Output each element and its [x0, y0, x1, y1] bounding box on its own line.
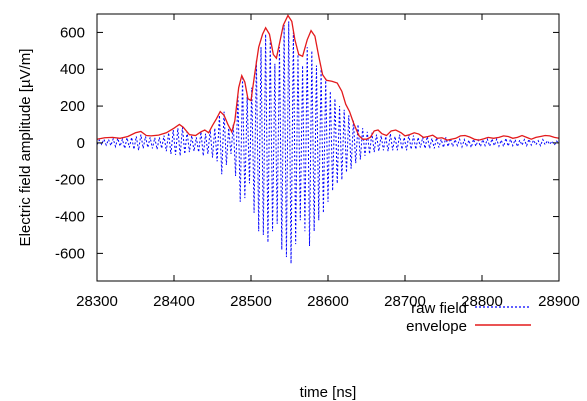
- y-axis-label: Electric field amplitude [µV/m]: [17, 49, 34, 247]
- series-line-raw-field: [96, 21, 560, 264]
- series-line-envelope: [96, 14, 560, 141]
- y-tick-label: -600: [55, 245, 85, 262]
- x-tick-label: 28500: [230, 293, 272, 310]
- x-tick-label: 28600: [307, 293, 349, 310]
- y-tick-label: 600: [60, 24, 85, 41]
- y-tick-label: 400: [60, 61, 85, 78]
- x-tick-label: 28700: [384, 293, 426, 310]
- legend-label-envelope: envelope: [406, 318, 467, 335]
- x-tick-label: 28300: [76, 293, 118, 310]
- x-axis-label: time [ns]: [300, 384, 357, 401]
- x-tick-label: 28800: [461, 293, 503, 310]
- y-tick-label: 0: [77, 135, 85, 152]
- legend: raw field envelope: [406, 300, 531, 335]
- series-layer: [96, 14, 560, 264]
- ticks-layer: 28300 28400 28500 28600 28700 28800 28900 -600 -…: [55, 14, 580, 310]
- x-tick-label: 28900: [538, 293, 580, 310]
- legend-label-raw-field: raw field: [411, 300, 467, 317]
- y-tick-label: -400: [55, 209, 85, 226]
- y-tick-label: 200: [60, 98, 85, 115]
- y-tick-label: -200: [55, 172, 85, 189]
- x-tick-label: 28400: [153, 293, 195, 310]
